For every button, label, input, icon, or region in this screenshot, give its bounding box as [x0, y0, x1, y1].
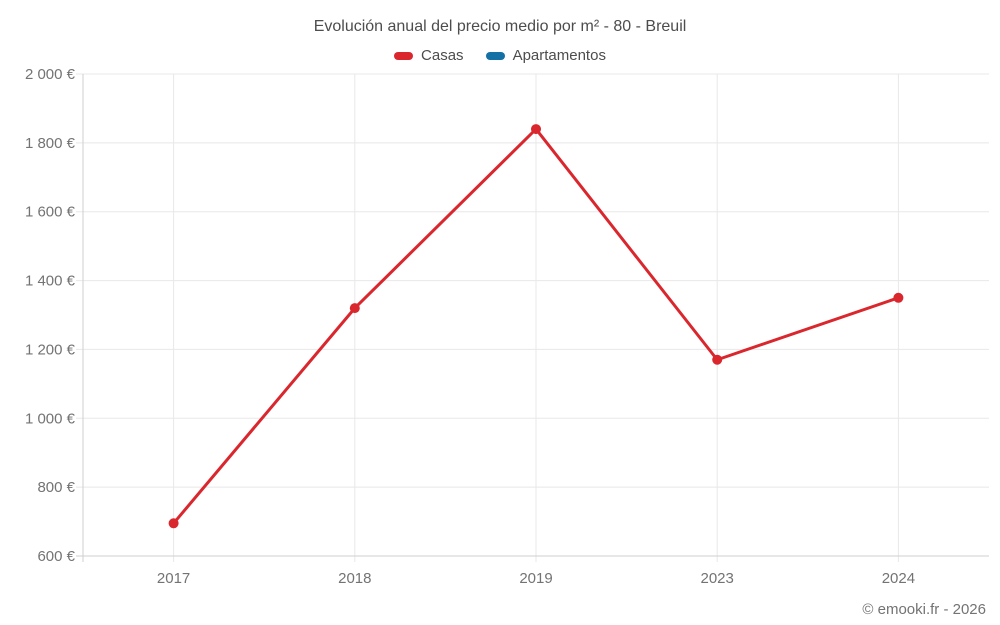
x-axis-tick-label: 2023: [701, 570, 734, 587]
data-point-casas-2019[interactable]: [531, 124, 541, 135]
data-point-casas-2023[interactable]: [712, 354, 723, 365]
y-axis-tick-label: 1 200 €: [25, 341, 76, 358]
data-point-casas-2017[interactable]: [168, 518, 179, 529]
x-axis-tick-label: 2017: [157, 570, 190, 587]
y-axis-tick-label: 1 000 €: [25, 410, 76, 427]
y-axis-tick-label: 1 400 €: [25, 273, 76, 290]
copyright-footer: © emooki.fr - 2026: [862, 601, 986, 618]
legend: Casas Apartamentos: [0, 47, 1000, 64]
x-axis-tick-label: 2019: [519, 570, 552, 587]
y-axis-tick-label: 1 800 €: [25, 135, 76, 152]
y-axis-tick-label: 600 €: [37, 548, 75, 565]
legend-label-casas: Casas: [421, 47, 464, 64]
legend-swatch-apartamentos: [485, 51, 505, 60]
x-axis-tick-label: 2018: [338, 570, 371, 587]
data-point-casas-2018[interactable]: [349, 303, 360, 314]
legend-item-casas[interactable]: Casas: [394, 47, 464, 64]
chart-title: Evolución anual del precio medio por m² …: [313, 18, 687, 35]
y-axis-tick-label: 800 €: [37, 479, 75, 496]
x-axis-tick-label: 2024: [882, 570, 915, 587]
data-point-casas-2024[interactable]: [893, 292, 904, 303]
legend-swatch-casas: [394, 51, 414, 60]
legend-label-apartamentos: Apartamentos: [512, 47, 606, 64]
y-axis-tick-label: 1 600 €: [25, 204, 76, 221]
legend-item-apartamentos[interactable]: Apartamentos: [485, 47, 606, 64]
y-axis-tick-label: 2 000 €: [25, 66, 76, 83]
